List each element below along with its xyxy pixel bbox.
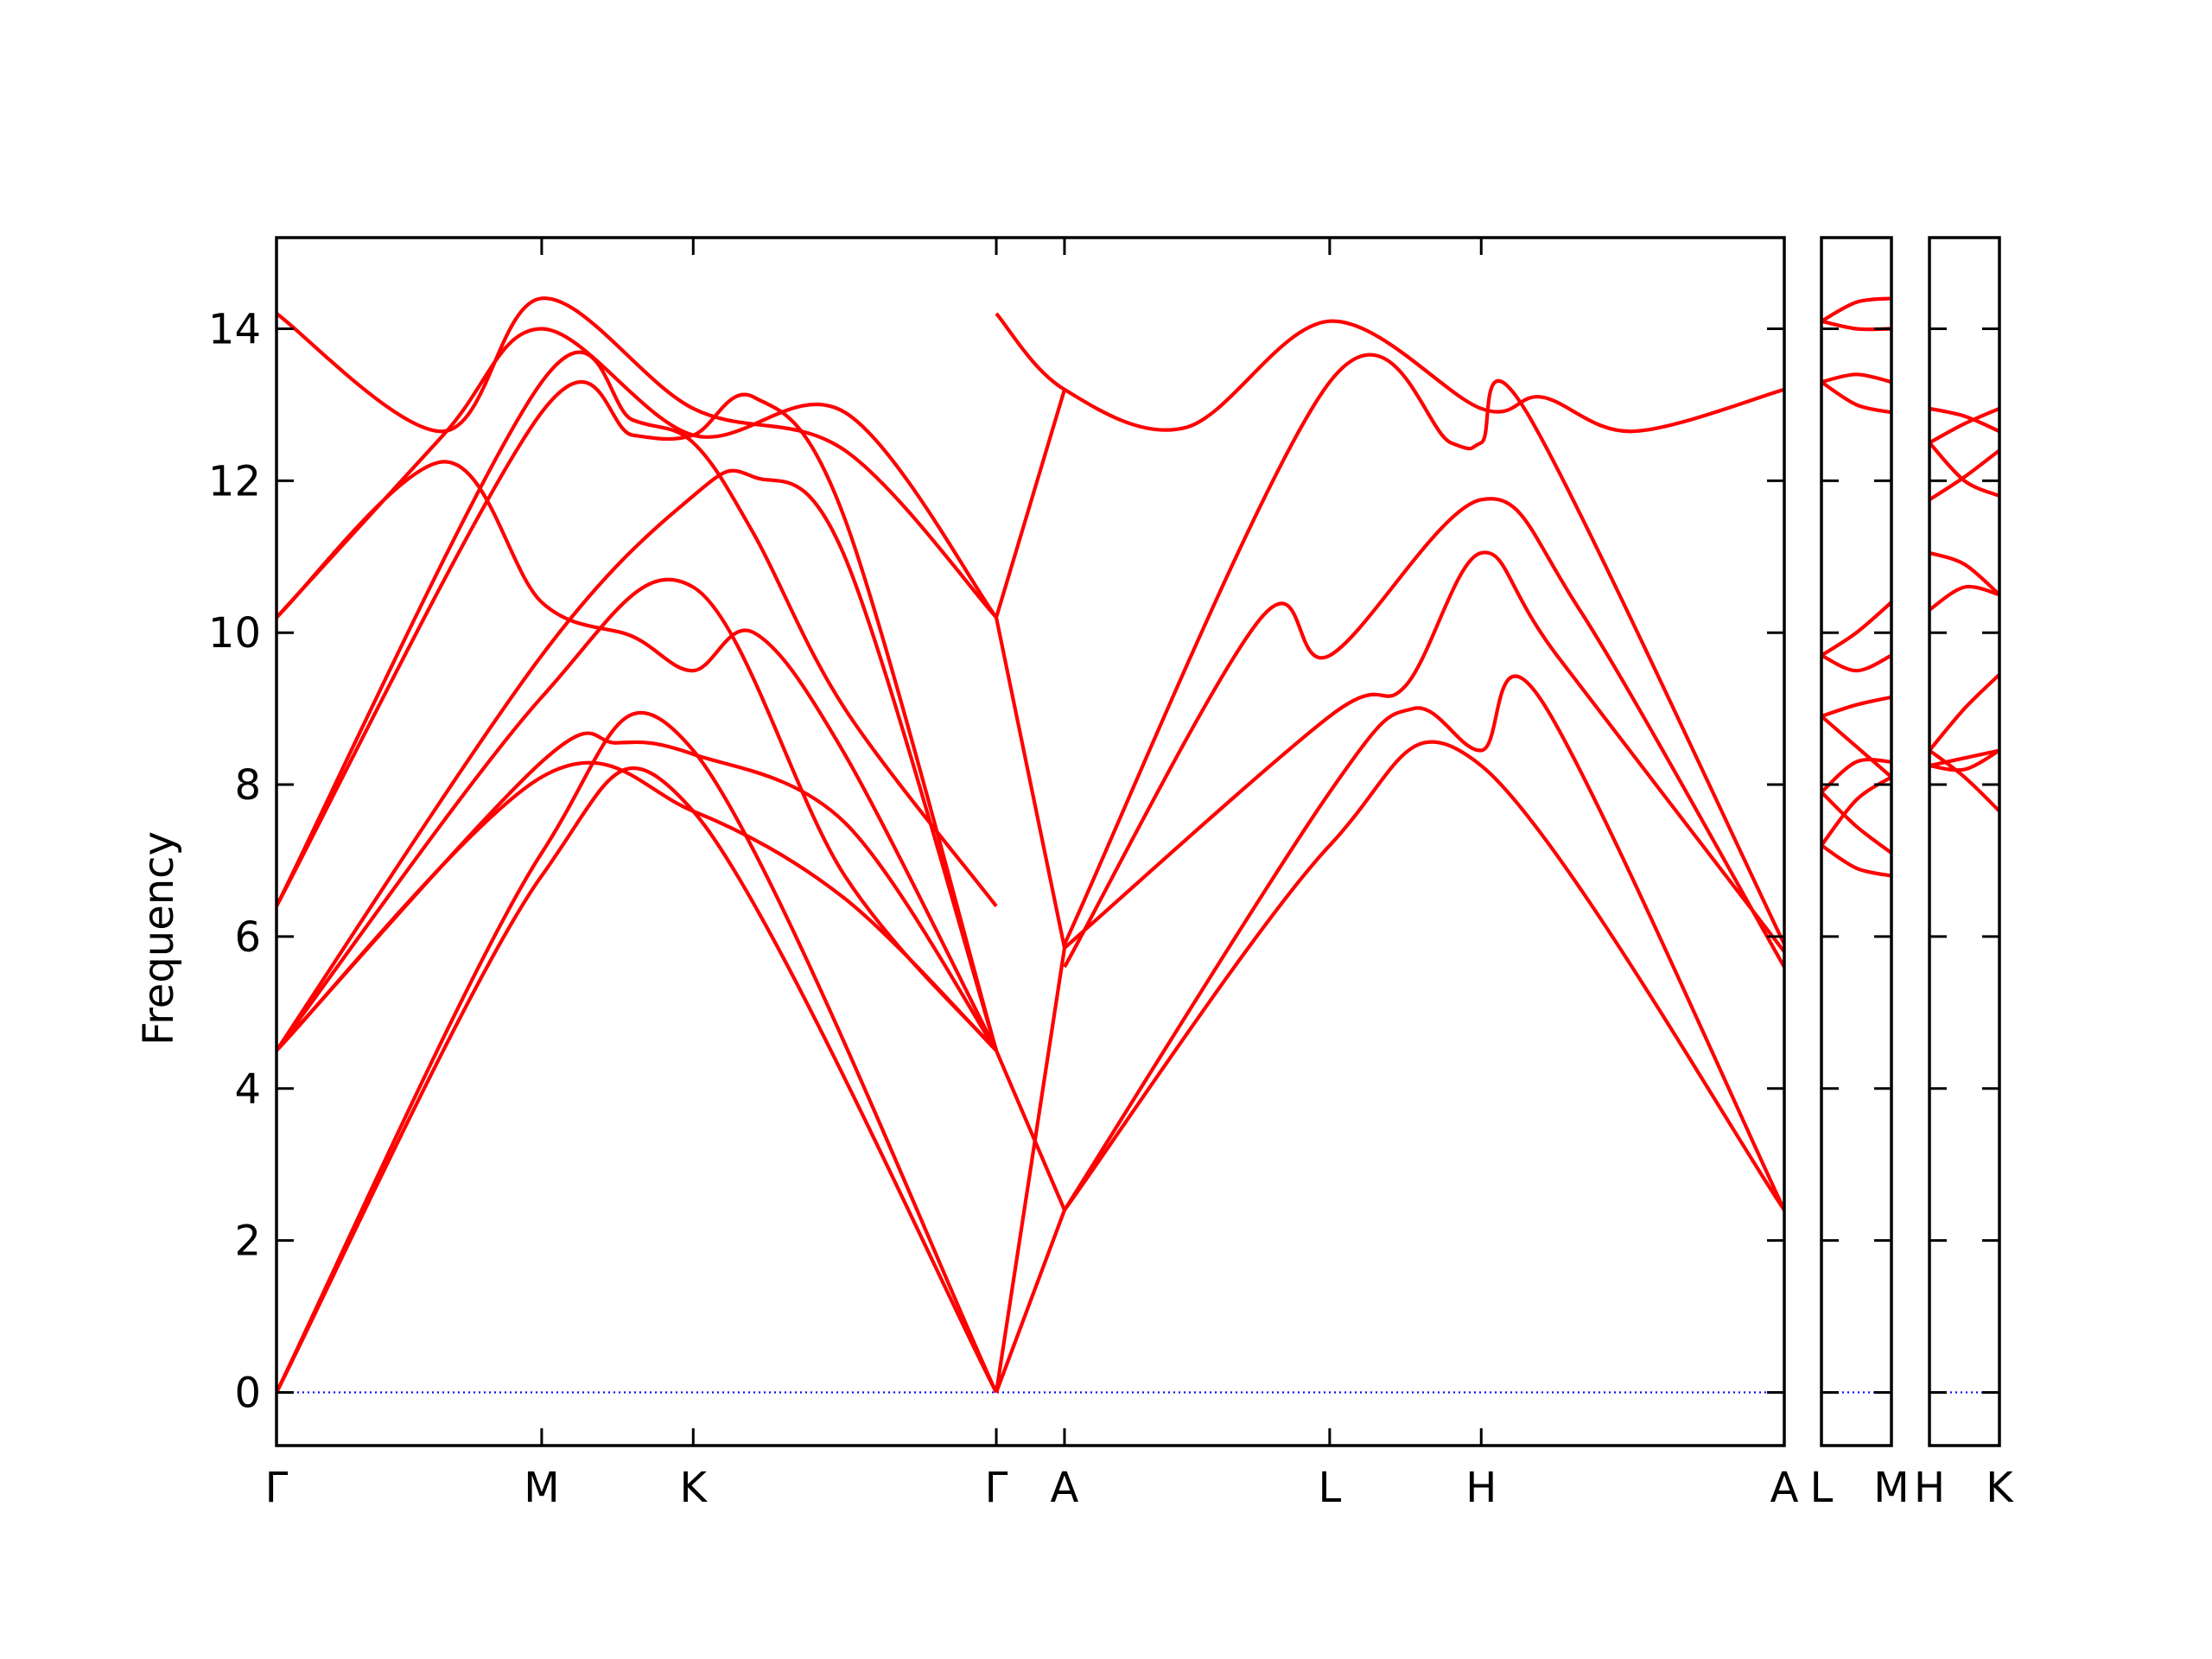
x-tick-label: A bbox=[1051, 1464, 1079, 1512]
band-line bbox=[1063, 550, 1784, 953]
band-line bbox=[994, 947, 1067, 1393]
band-line bbox=[276, 731, 998, 1052]
band-line bbox=[1929, 673, 1999, 752]
y-tick-label: 10 bbox=[208, 609, 261, 658]
band-line bbox=[995, 1209, 1066, 1394]
band-line bbox=[1929, 748, 1999, 768]
x-tick-label: H bbox=[1465, 1464, 1497, 1512]
band-line bbox=[995, 1049, 1066, 1211]
panel-frame bbox=[1820, 236, 1893, 1447]
band-line bbox=[1929, 584, 1999, 612]
panel-frame bbox=[275, 236, 1786, 1447]
band-line bbox=[1929, 448, 1999, 502]
band-line bbox=[1929, 441, 1999, 498]
x-tick-label: K bbox=[1986, 1464, 2014, 1512]
band-line bbox=[1821, 372, 1891, 385]
x-tick-label: A bbox=[1770, 1464, 1799, 1512]
y-tick-label: 8 bbox=[234, 761, 261, 810]
y-tick-label: 2 bbox=[234, 1217, 261, 1266]
band-line bbox=[994, 617, 1067, 949]
band-line bbox=[1821, 791, 1891, 855]
x-tick-label: L bbox=[1810, 1464, 1834, 1512]
y-axis-label: Frequency bbox=[135, 831, 183, 1046]
x-tick-label: K bbox=[680, 1464, 709, 1512]
band-line bbox=[1821, 758, 1891, 794]
band-line bbox=[1821, 715, 1891, 779]
x-tick-label: H bbox=[1914, 1464, 1945, 1512]
y-tick-label: 4 bbox=[234, 1065, 261, 1114]
band-line bbox=[1929, 406, 1999, 445]
y-tick-label: 14 bbox=[208, 306, 261, 354]
band-line bbox=[1821, 601, 1891, 658]
band-line bbox=[276, 577, 998, 1052]
band-line bbox=[1821, 380, 1891, 415]
panel-frame bbox=[1928, 236, 2001, 1447]
band-line bbox=[276, 350, 998, 907]
band-line bbox=[1821, 695, 1891, 718]
band-line bbox=[995, 312, 1784, 434]
band-line bbox=[1063, 497, 1784, 969]
band-line bbox=[1929, 748, 1999, 813]
band-line bbox=[276, 327, 998, 620]
y-tick-label: 0 bbox=[234, 1369, 261, 1417]
band-line bbox=[1929, 406, 1999, 434]
x-tick-label: M bbox=[524, 1464, 559, 1512]
band-line bbox=[276, 296, 998, 620]
y-tick-label: 6 bbox=[234, 913, 261, 962]
x-tick-label: Γ bbox=[265, 1464, 289, 1512]
x-tick-label: Γ bbox=[985, 1464, 1008, 1512]
band-line bbox=[1063, 353, 1784, 945]
x-tick-label: M bbox=[1873, 1464, 1909, 1512]
band-line bbox=[1929, 748, 1999, 772]
band-line bbox=[276, 460, 998, 1052]
band-line bbox=[1063, 740, 1784, 1211]
x-tick-label: L bbox=[1318, 1464, 1341, 1512]
band-line bbox=[1821, 775, 1891, 847]
y-tick-label: 12 bbox=[208, 457, 261, 505]
band-line bbox=[276, 379, 999, 1052]
band-line bbox=[994, 389, 1067, 619]
band-line bbox=[1821, 296, 1891, 323]
band-line bbox=[1821, 843, 1891, 878]
band-line bbox=[1063, 674, 1784, 1211]
band-line bbox=[276, 760, 998, 1052]
band-line bbox=[276, 468, 999, 1052]
band-line bbox=[276, 710, 998, 1394]
band-line bbox=[1821, 653, 1891, 673]
band-line bbox=[1929, 550, 1999, 596]
band-line bbox=[276, 766, 998, 1394]
